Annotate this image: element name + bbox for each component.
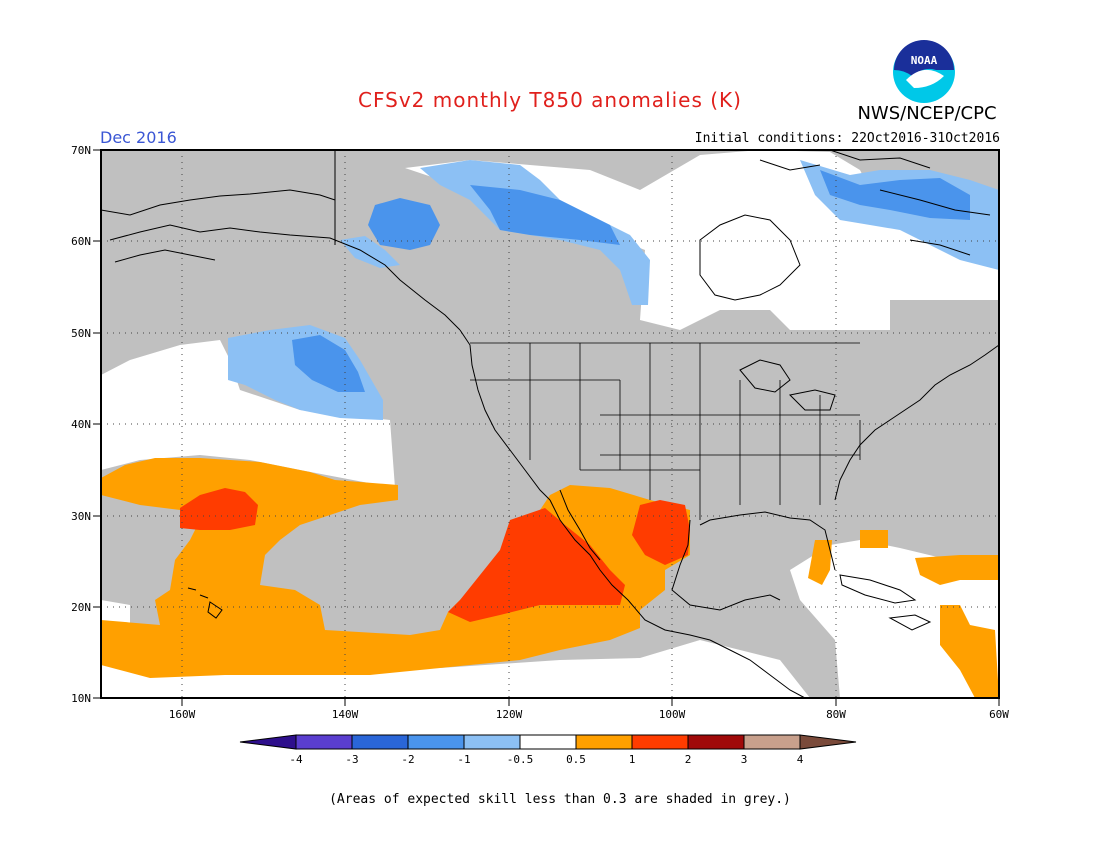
region-neutral-west-edge bbox=[101, 600, 130, 628]
region-cold-medium-northeast bbox=[820, 170, 970, 220]
legend-swatch bbox=[631, 734, 689, 750]
region-warm-strong-baja bbox=[448, 508, 625, 622]
gridlines bbox=[101, 150, 999, 698]
legend-label: 3 bbox=[741, 753, 748, 766]
region-cold-medium-pacific bbox=[292, 335, 365, 392]
legend-swatch bbox=[351, 734, 409, 750]
lon-label-60w: 60W bbox=[989, 708, 1009, 721]
legend-label: 4 bbox=[797, 753, 804, 766]
lon-label-160w: 160W bbox=[169, 708, 196, 721]
region-cold-light-northeast bbox=[800, 160, 999, 270]
map-background bbox=[101, 150, 999, 698]
region-warm-bahamas bbox=[860, 530, 888, 548]
lat-label-10n: 10N bbox=[71, 692, 91, 705]
coastline-hawaii bbox=[187, 587, 223, 619]
anomaly-regions bbox=[101, 150, 999, 698]
region-cold-medium-canada bbox=[470, 185, 620, 245]
region-cold-medium-bc bbox=[368, 198, 440, 250]
region-cold-light-pacific bbox=[228, 325, 383, 420]
lon-label-80w: 80W bbox=[826, 708, 846, 721]
legend-label: -2 bbox=[401, 753, 414, 766]
legend-label: -4 bbox=[289, 753, 303, 766]
agency-label: NWS/NCEP/CPC bbox=[857, 103, 997, 124]
region-neutral-south-pacific bbox=[101, 640, 810, 698]
lat-label-70n: 70N bbox=[71, 144, 91, 157]
legend-swatch bbox=[575, 734, 633, 750]
region-warm-lesser-antilles bbox=[940, 605, 999, 698]
lat-label-30n: 30N bbox=[71, 510, 91, 523]
region-neutral-caribbean bbox=[790, 540, 999, 698]
coastline-central-america bbox=[709, 639, 806, 699]
region-warm-gulf-florida bbox=[808, 540, 832, 585]
initial-conditions: Initial conditions: 22Oct2016-31Oct2016 bbox=[694, 131, 1000, 146]
legend-swatch bbox=[407, 734, 465, 750]
region-warm-atlantic bbox=[915, 555, 999, 585]
legend-label: 1 bbox=[629, 753, 636, 766]
legend-swatch bbox=[519, 734, 577, 750]
noaa-logo: NOAA bbox=[893, 40, 955, 103]
coastline-hispaniola bbox=[888, 614, 932, 631]
legend-arrow-low bbox=[239, 734, 297, 750]
legend-label: 0.5 bbox=[566, 753, 586, 766]
legend-label: -1 bbox=[457, 753, 470, 766]
forecast-month: Dec 2016 bbox=[100, 128, 177, 147]
state-boundaries bbox=[470, 342, 861, 520]
coastline-alaska bbox=[100, 150, 461, 331]
lat-label-40n: 40N bbox=[71, 418, 91, 431]
map-frame bbox=[100, 149, 1000, 699]
coastline-great-lakes bbox=[739, 359, 836, 411]
legend-arrow-high bbox=[799, 734, 857, 750]
region-warm-strong-mexico bbox=[632, 500, 690, 565]
coastline-cuba bbox=[839, 574, 917, 604]
axis-ticks bbox=[93, 149, 1000, 706]
lat-label-20n: 20N bbox=[71, 601, 91, 614]
coastlines bbox=[100, 149, 1000, 699]
lon-label-120w: 120W bbox=[496, 708, 523, 721]
legend-label: -0.5 bbox=[507, 753, 534, 766]
region-neutral-north-pacific bbox=[101, 340, 395, 488]
legend-label: -3 bbox=[345, 753, 358, 766]
legend-swatch bbox=[743, 734, 801, 750]
region-warm-central-pacific bbox=[101, 458, 690, 678]
coastline-west-coast bbox=[459, 329, 711, 641]
region-warm-strong-hawaii bbox=[180, 488, 258, 530]
legend-swatch bbox=[687, 734, 745, 750]
region-cold-light-alaska-coast bbox=[340, 236, 400, 268]
coastline-arctic-islands bbox=[759, 149, 991, 256]
region-neutral-north-central bbox=[405, 150, 999, 330]
legend-swatch bbox=[295, 734, 353, 750]
lon-label-140w: 140W bbox=[332, 708, 359, 721]
lon-label-100w: 100W bbox=[659, 708, 686, 721]
lat-labels: 70N 60N 50N 40N 30N 20N 10N bbox=[71, 144, 91, 705]
lat-label-60n: 60N bbox=[71, 235, 91, 248]
chart-title: CFSv2 monthly T850 anomalies (K) bbox=[358, 88, 742, 112]
logo-text: NOAA bbox=[911, 54, 938, 67]
legend-swatch bbox=[463, 734, 521, 750]
region-cold-light-north bbox=[420, 160, 650, 305]
lon-labels: 160W 140W 120W 100W 80W 60W bbox=[169, 708, 1010, 721]
color-legend: -4 -3 -2 -1 -0.5 0.5 1 2 3 4 bbox=[239, 734, 857, 766]
legend-label: 2 bbox=[685, 753, 692, 766]
coastline-hudson-bay bbox=[699, 214, 801, 301]
lat-label-50n: 50N bbox=[71, 327, 91, 340]
coastline-east-coast bbox=[834, 344, 1000, 501]
coastline-mexico-gulf bbox=[671, 511, 836, 611]
skill-footnote: (Areas of expected skill less than 0.3 a… bbox=[329, 792, 791, 807]
